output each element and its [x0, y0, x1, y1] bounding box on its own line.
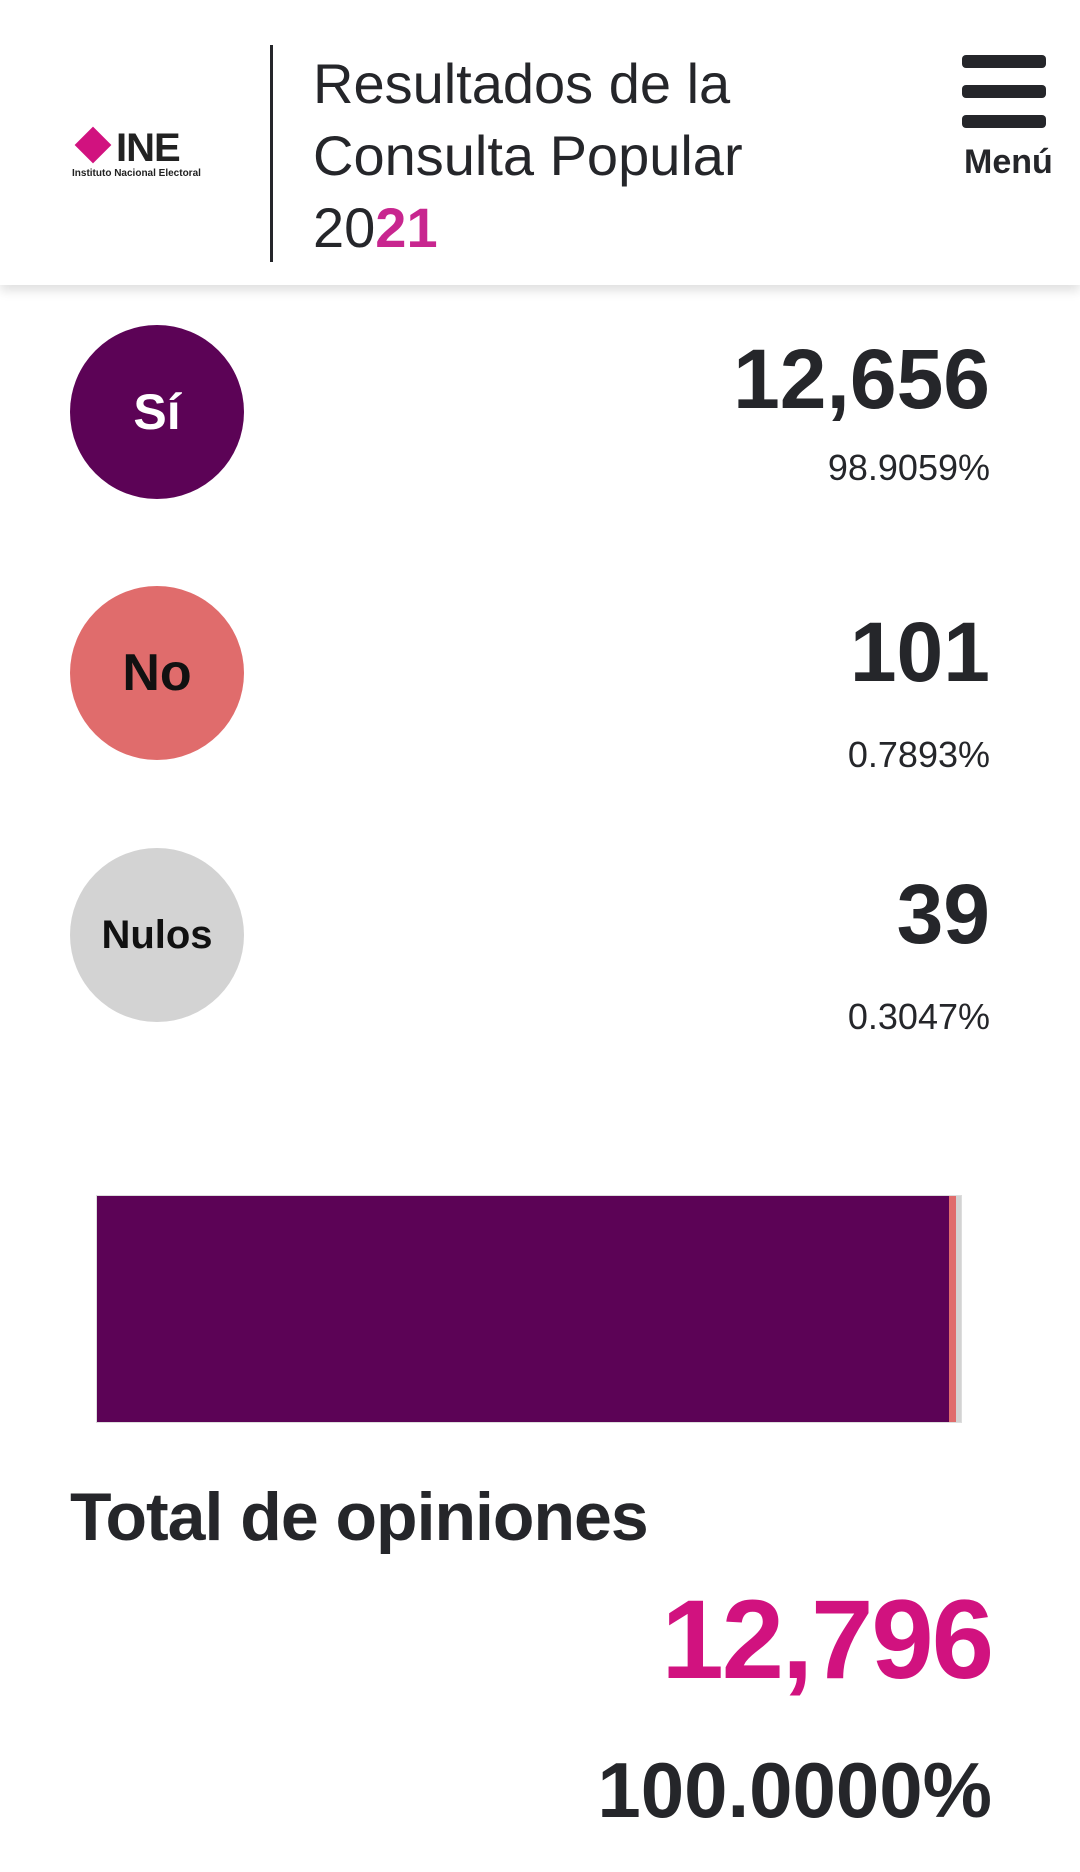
logo-text: INE: [116, 126, 181, 170]
logo-subtitle: Instituto Nacional Electoral: [72, 168, 201, 179]
menu-label: Menú: [964, 143, 1053, 181]
title-year-highlight: 21: [375, 196, 438, 259]
option-badge-si: Sí: [70, 325, 244, 499]
total-label: Total de opiniones: [70, 1479, 649, 1555]
hamburger-icon: [962, 55, 1052, 128]
title-line-1: Resultados de la: [313, 52, 731, 115]
option-count: 101: [849, 605, 990, 699]
option-percent: 0.7893%: [847, 734, 990, 775]
menu-button[interactable]: Menú: [962, 55, 1053, 182]
ine-logo[interactable]: INE Instituto Nacional Electoral: [70, 126, 230, 180]
option-count: 12,656: [733, 332, 990, 426]
page-title: Resultados de la Consulta Popular 2021: [313, 48, 743, 264]
option-badge-no: No: [70, 586, 244, 760]
title-year-prefix: 20: [313, 196, 376, 259]
total-percent: 100.0000%: [597, 1746, 992, 1834]
header: INE Instituto Nacional Electoral Resulta…: [0, 0, 1080, 285]
ine-diamond-icon: [74, 126, 112, 164]
bar-segment-nulos: [956, 1196, 961, 1422]
option-percent: 98.9059%: [827, 447, 990, 488]
title-line-2: Consulta Popular: [313, 124, 743, 187]
result-row-nulos: Nulos 39 0.3047%: [0, 848, 1080, 1037]
option-percent: 0.3047%: [847, 996, 990, 1037]
option-badge-nulos: Nulos: [70, 848, 244, 1022]
option-count: 39: [896, 867, 990, 961]
header-divider: [270, 45, 273, 262]
results-stacked-bar: [96, 1195, 962, 1423]
result-row-no: No 101 0.7893%: [0, 586, 1080, 775]
bar-segment-no: [949, 1196, 956, 1422]
title-line-3: 2021: [313, 192, 743, 264]
total-count: 12,796: [661, 1577, 994, 1702]
result-row-si: Sí 12,656 98.9059%: [0, 325, 1080, 505]
bar-segment-si: [97, 1196, 950, 1422]
